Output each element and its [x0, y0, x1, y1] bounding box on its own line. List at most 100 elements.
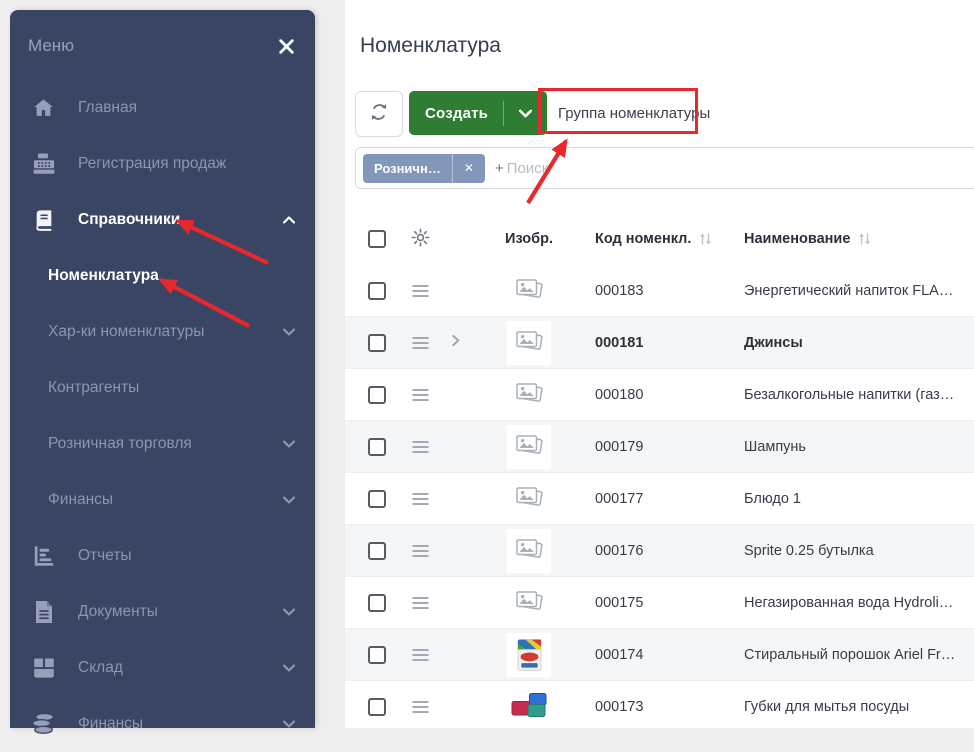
column-header-image[interactable]: Изобр.: [505, 231, 553, 247]
row-name: Энергетический напиток FLA…: [744, 282, 954, 299]
table-settings-button[interactable]: [399, 227, 441, 252]
row-checkbox[interactable]: [368, 697, 386, 716]
row-code: 000174: [595, 646, 644, 663]
sidebar-item-finance[interactable]: Финансы: [10, 696, 315, 752]
sidebar-item-directories[interactable]: Справочники: [10, 192, 315, 248]
sidebar-item-documents[interactable]: Документы: [10, 584, 315, 640]
sidebar-header: Меню: [10, 10, 315, 56]
row-checkbox[interactable]: [368, 437, 386, 456]
row-checkbox[interactable]: [368, 541, 386, 560]
row-code: 000176: [595, 542, 644, 559]
row-menu-icon[interactable]: [412, 284, 429, 298]
filter-chip-retail[interactable]: Розничн… ✕: [363, 153, 485, 183]
sidebar-item-nomenclature[interactable]: Номенклатура: [10, 248, 315, 304]
row-menu-icon[interactable]: [412, 648, 429, 662]
table-row[interactable]: 000180 Безалкогольные напитки (газ…: [345, 369, 974, 421]
row-name: Негазированная вода Hydroli…: [744, 594, 954, 611]
refresh-button[interactable]: [355, 91, 403, 137]
row-menu-icon[interactable]: [412, 492, 429, 506]
row-checkbox[interactable]: [368, 281, 386, 300]
image-placeholder-icon[interactable]: [507, 476, 551, 521]
sidebar: Меню Главная Регистрация продаж Справочник…: [10, 10, 315, 734]
close-icon[interactable]: [278, 38, 295, 55]
sidebar-item-label: Документы: [78, 603, 158, 620]
chevron-down-icon[interactable]: [504, 105, 547, 122]
row-code: 000180: [595, 386, 644, 403]
table-row[interactable]: 000174 Стиральный порошок Ariel Fr…: [345, 629, 974, 681]
row-name: Губки для мытья посуды: [744, 698, 910, 715]
table-row[interactable]: 000176 Sprite 0.25 бутылка: [345, 525, 974, 577]
sidebar-item-retail-trade[interactable]: Розничная торговля: [10, 416, 315, 472]
sidebar-item-reports[interactable]: Отчеты: [10, 528, 315, 584]
row-code: 000177: [595, 490, 644, 507]
search-input[interactable]: + Поиск: [494, 159, 549, 177]
sidebar-menu: Главная Регистрация продаж Справочники Номе…: [10, 80, 315, 752]
row-checkbox[interactable]: [368, 593, 386, 612]
sidebar-item-label: Контрагенты: [48, 379, 140, 396]
row-menu-icon[interactable]: [412, 700, 429, 714]
sidebar-item-nomenclature-characteristics[interactable]: Хар-ки номенклатуры: [10, 304, 315, 360]
row-checkbox[interactable]: [368, 489, 386, 508]
sidebar-item-home[interactable]: Главная: [10, 80, 315, 136]
image-placeholder-icon[interactable]: [507, 424, 551, 469]
chevron-down-icon[interactable]: [281, 324, 297, 340]
sort-icon[interactable]: [858, 232, 871, 246]
select-all-checkbox[interactable]: [368, 230, 386, 248]
button-divider: [503, 100, 505, 126]
chevron-down-icon[interactable]: [281, 660, 297, 676]
product-image[interactable]: [507, 684, 551, 728]
page-title: Номенклатура: [360, 34, 501, 57]
row-checkbox[interactable]: [368, 385, 386, 404]
row-code: 000175: [595, 594, 644, 611]
book-icon: [30, 209, 57, 232]
chevron-down-icon[interactable]: [281, 716, 297, 732]
refresh-icon: [368, 101, 390, 128]
chevron-down-icon[interactable]: [281, 492, 297, 508]
row-menu-icon[interactable]: [412, 336, 429, 350]
table-row[interactable]: 000179 Шампунь: [345, 421, 974, 473]
nomenclature-group-button[interactable]: Группа номенклатуры: [558, 104, 711, 122]
row-menu-icon[interactable]: [412, 440, 429, 454]
row-menu-icon[interactable]: [412, 596, 429, 610]
table-row[interactable]: 000175 Негазированная вода Hydroli…: [345, 577, 974, 629]
product-image[interactable]: [507, 632, 551, 677]
create-button[interactable]: Создать: [409, 91, 548, 135]
cash-register-icon: [30, 152, 57, 176]
row-menu-icon[interactable]: [412, 388, 429, 402]
chevron-right-icon[interactable]: [448, 333, 463, 352]
sidebar-item-finance-directory[interactable]: Финансы: [10, 472, 315, 528]
image-placeholder-icon[interactable]: [507, 268, 551, 313]
filter-chip-close-icon[interactable]: ✕: [451, 153, 485, 183]
image-placeholder-icon[interactable]: [507, 580, 551, 625]
sidebar-item-label: Отчеты: [78, 547, 132, 564]
filter-search-bar[interactable]: Розничн… ✕ + Поиск: [355, 147, 974, 189]
row-code: 000179: [595, 438, 644, 455]
table-row[interactable]: 000181 Джинсы: [345, 317, 974, 369]
chevron-up-icon[interactable]: [281, 212, 297, 228]
sidebar-item-label: Справочники: [78, 211, 181, 228]
chevron-down-icon[interactable]: [281, 436, 297, 452]
row-name: Sprite 0.25 бутылка: [744, 542, 874, 559]
sort-icon[interactable]: [699, 232, 712, 246]
image-placeholder-icon[interactable]: [507, 372, 551, 417]
sidebar-item-label: Номенклатура: [48, 267, 159, 284]
row-code: 000173: [595, 698, 644, 715]
chevron-down-icon[interactable]: [281, 604, 297, 620]
column-header-code[interactable]: Код номенкл.: [589, 231, 739, 247]
table-row[interactable]: 000177 Блюдо 1: [345, 473, 974, 525]
table-row[interactable]: 000173 Губки для мытья посуды: [345, 681, 974, 728]
sidebar-item-label: Склад: [78, 659, 123, 676]
row-menu-icon[interactable]: [412, 544, 429, 558]
image-placeholder-icon[interactable]: [507, 528, 551, 573]
sidebar-item-warehouse[interactable]: Склад: [10, 640, 315, 696]
image-placeholder-icon[interactable]: [507, 320, 551, 365]
row-name: Безалкогольные напитки (газ…: [744, 386, 955, 403]
row-checkbox[interactable]: [368, 645, 386, 664]
main-content: Номенклатура Создать Группа номенклатуры…: [345, 0, 974, 728]
sidebar-item-sales-registration[interactable]: Регистрация продаж: [10, 136, 315, 192]
sidebar-item-counterparties[interactable]: Контрагенты: [10, 360, 315, 416]
table-body: 000183 Энергетический напиток FLA… 000181 Д…: [345, 265, 974, 728]
table-row[interactable]: 000183 Энергетический напиток FLA…: [345, 265, 974, 317]
row-checkbox[interactable]: [368, 333, 386, 352]
column-header-name[interactable]: Наименование: [739, 231, 974, 247]
